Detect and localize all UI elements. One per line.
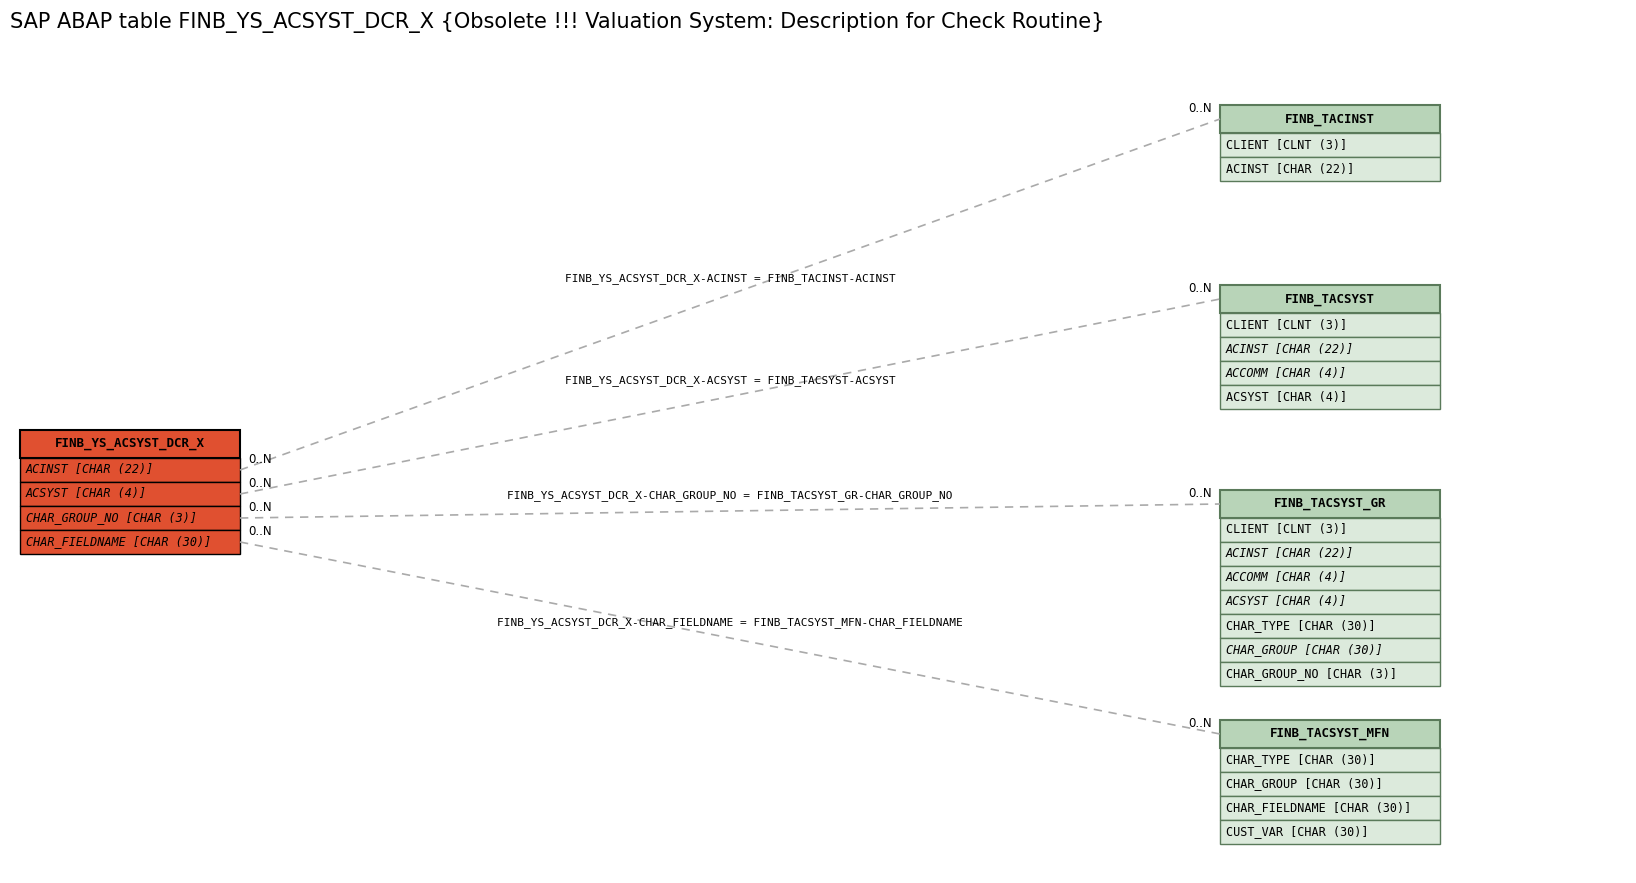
Text: 0..N: 0..N [1188, 487, 1212, 500]
Text: FINB_YS_ACSYST_DCR_X: FINB_YS_ACSYST_DCR_X [56, 437, 204, 450]
Text: ACCOMM [CHAR (4)]: ACCOMM [CHAR (4)] [1225, 366, 1346, 380]
Text: FINB_TACSYST_MFN: FINB_TACSYST_MFN [1270, 728, 1391, 741]
Bar [1220, 720, 1440, 748]
Text: CLIENT [CLNT (3)]: CLIENT [CLNT (3)] [1225, 139, 1346, 152]
Text: ACCOMM [CHAR (4)]: ACCOMM [CHAR (4)] [1225, 571, 1346, 585]
Bar [1220, 518, 1440, 542]
Text: 0..N: 0..N [249, 453, 272, 466]
Text: 0..N: 0..N [1188, 282, 1212, 295]
Text: CLIENT [CLNT (3)]: CLIENT [CLNT (3)] [1225, 524, 1346, 537]
Text: CHAR_GROUP_NO [CHAR (3)]: CHAR_GROUP_NO [CHAR (3)] [26, 511, 196, 525]
Text: FINB_YS_ACSYST_DCR_X-CHAR_FIELDNAME = FINB_TACSYST_MFN-CHAR_FIELDNAME: FINB_YS_ACSYST_DCR_X-CHAR_FIELDNAME = FI… [497, 617, 964, 628]
Text: CHAR_FIELDNAME [CHAR (30)]: CHAR_FIELDNAME [CHAR (30)] [1225, 802, 1412, 814]
Text: ACINST [CHAR (22)]: ACINST [CHAR (22)] [1225, 343, 1355, 356]
Bar [20, 530, 240, 554]
Text: CHAR_GROUP [CHAR (30)]: CHAR_GROUP [CHAR (30)] [1225, 644, 1382, 656]
Bar [1220, 337, 1440, 361]
Bar [1220, 133, 1440, 157]
Bar [20, 458, 240, 482]
Bar [1220, 490, 1440, 518]
Text: FINB_TACSYST: FINB_TACSYST [1284, 292, 1374, 306]
Bar [20, 506, 240, 530]
Text: ACSYST [CHAR (4)]: ACSYST [CHAR (4)] [1225, 390, 1346, 404]
Bar [1220, 361, 1440, 385]
Text: CHAR_GROUP [CHAR (30)]: CHAR_GROUP [CHAR (30)] [1225, 778, 1382, 790]
Bar [1220, 285, 1440, 313]
Bar [1220, 157, 1440, 181]
Bar [1220, 796, 1440, 820]
Bar [1220, 614, 1440, 638]
Bar [1220, 313, 1440, 337]
Bar [1220, 772, 1440, 796]
Bar [1220, 542, 1440, 566]
Bar [1220, 566, 1440, 590]
Bar [1220, 105, 1440, 133]
Bar [1220, 590, 1440, 614]
Text: CLIENT [CLNT (3)]: CLIENT [CLNT (3)] [1225, 319, 1346, 331]
Text: CHAR_TYPE [CHAR (30)]: CHAR_TYPE [CHAR (30)] [1225, 753, 1376, 766]
Text: 0..N: 0..N [1188, 102, 1212, 115]
Text: FINB_YS_ACSYST_DCR_X-ACINST = FINB_TACINST-ACINST: FINB_YS_ACSYST_DCR_X-ACINST = FINB_TACIN… [564, 274, 895, 284]
Text: CUST_VAR [CHAR (30)]: CUST_VAR [CHAR (30)] [1225, 826, 1368, 839]
Text: ACSYST [CHAR (4)]: ACSYST [CHAR (4)] [1225, 595, 1346, 608]
Bar [1220, 662, 1440, 686]
Bar [1220, 638, 1440, 662]
Text: SAP ABAP table FINB_YS_ACSYST_DCR_X {Obsolete !!! Valuation System: Description : SAP ABAP table FINB_YS_ACSYST_DCR_X {Obs… [10, 12, 1104, 33]
Text: 0..N: 0..N [249, 501, 272, 514]
Text: ACINST [CHAR (22)]: ACINST [CHAR (22)] [26, 464, 154, 477]
Text: ACSYST [CHAR (4)]: ACSYST [CHAR (4)] [26, 487, 147, 501]
Text: FINB_YS_ACSYST_DCR_X-CHAR_GROUP_NO = FINB_TACSYST_GR-CHAR_GROUP_NO: FINB_YS_ACSYST_DCR_X-CHAR_GROUP_NO = FIN… [507, 490, 952, 501]
Text: ACINST [CHAR (22)]: ACINST [CHAR (22)] [1225, 162, 1355, 176]
Text: FINB_TACINST: FINB_TACINST [1284, 112, 1374, 125]
Text: CHAR_FIELDNAME [CHAR (30)]: CHAR_FIELDNAME [CHAR (30)] [26, 535, 211, 548]
Bar [20, 430, 240, 458]
Text: 0..N: 0..N [1188, 717, 1212, 730]
Bar [1220, 748, 1440, 772]
Bar [20, 482, 240, 506]
Text: FINB_TACSYST_GR: FINB_TACSYST_GR [1274, 497, 1386, 510]
Text: 0..N: 0..N [249, 477, 272, 490]
Text: FINB_YS_ACSYST_DCR_X-ACSYST = FINB_TACSYST-ACSYST: FINB_YS_ACSYST_DCR_X-ACSYST = FINB_TACSY… [564, 375, 895, 387]
Text: ACINST [CHAR (22)]: ACINST [CHAR (22)] [1225, 547, 1355, 561]
Bar [1220, 820, 1440, 844]
Text: CHAR_TYPE [CHAR (30)]: CHAR_TYPE [CHAR (30)] [1225, 620, 1376, 632]
Text: CHAR_GROUP_NO [CHAR (3)]: CHAR_GROUP_NO [CHAR (3)] [1225, 668, 1397, 681]
Text: 0..N: 0..N [249, 525, 272, 538]
Bar [1220, 385, 1440, 409]
